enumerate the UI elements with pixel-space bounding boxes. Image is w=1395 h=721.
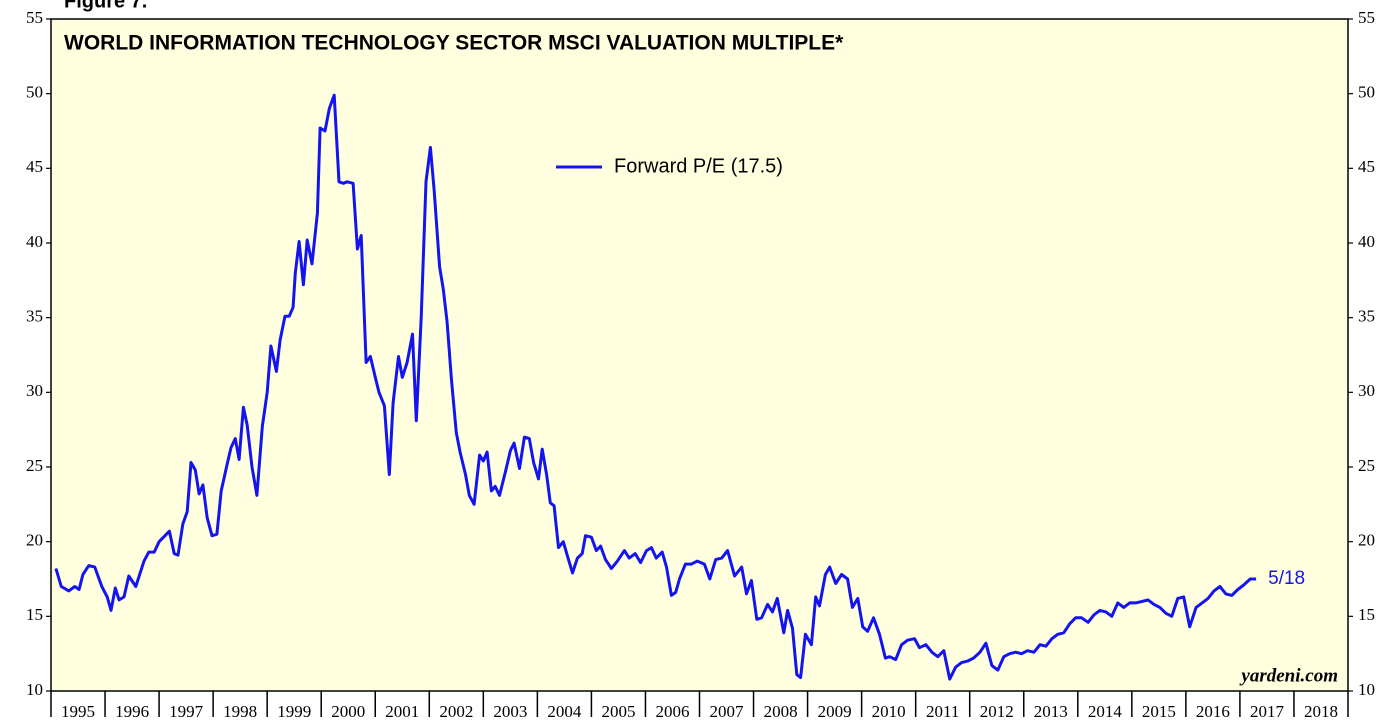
- plot-area: [50, 18, 1349, 692]
- y-tick-label: 15: [26, 605, 43, 624]
- x-tick-label: 1998: [223, 702, 257, 721]
- figure-label: Figure 7.: [64, 0, 147, 12]
- y2-tick-label: 50: [1358, 83, 1375, 102]
- x-tick-label: 2009: [818, 702, 852, 721]
- x-tick-label: 2015: [1142, 702, 1176, 721]
- y2-tick-label: 55: [1358, 8, 1375, 27]
- source: yardeni.com: [1239, 665, 1338, 686]
- x-tick-label: 1997: [169, 702, 204, 721]
- x-tick-label: 2001: [385, 702, 419, 721]
- x-tick-label: 2012: [980, 702, 1014, 721]
- end-label: 5/18: [1268, 568, 1305, 589]
- y-tick-label: 40: [26, 232, 43, 251]
- y2-tick-label: 15: [1358, 605, 1375, 624]
- x-tick-label: 2008: [764, 702, 798, 721]
- y-tick-label: 30: [26, 381, 43, 400]
- x-tick-label: 2003: [493, 702, 527, 721]
- x-tick-label: 2018: [1304, 702, 1338, 721]
- y2-tick-label: 20: [1358, 531, 1375, 550]
- y2-tick-label: 30: [1358, 381, 1375, 400]
- y2-tick-label: 10: [1358, 680, 1375, 699]
- x-tick-label: 2002: [439, 702, 473, 721]
- line-series: [54, 93, 1257, 681]
- y-tick-label: 10: [26, 680, 43, 699]
- x-tick-label: 2017: [1250, 702, 1285, 721]
- x-tick-label: 2013: [1034, 702, 1068, 721]
- x-tick-label: 2000: [331, 702, 365, 721]
- x-tick-label: 2010: [872, 702, 906, 721]
- y-tick-label: 50: [26, 83, 43, 102]
- x-tick-label: 1995: [61, 702, 95, 721]
- x-tick-label: 2006: [655, 702, 689, 721]
- y2-tick-label: 25: [1358, 456, 1375, 475]
- x-tick-label: 1996: [115, 702, 149, 721]
- y-tick-label: 35: [26, 307, 43, 326]
- y2-tick-label: 40: [1358, 232, 1375, 251]
- y-tick-label: 55: [26, 8, 43, 27]
- x-tick-label: 1999: [277, 702, 311, 721]
- x-tick-label: 2007: [710, 702, 745, 721]
- legend-label: Forward P/E (17.5): [614, 155, 783, 177]
- x-tick-label: 2005: [601, 702, 635, 721]
- x-tick-label: 2011: [926, 702, 959, 721]
- x-tick-label: 2004: [547, 702, 582, 721]
- y2-tick-label: 45: [1358, 157, 1375, 176]
- chart-title: WORLD INFORMATION TECHNOLOGY SECTOR MSCI…: [64, 32, 844, 55]
- y-tick-label: 25: [26, 456, 43, 475]
- x-tick-label: 2014: [1088, 702, 1123, 721]
- y-tick-label: 45: [26, 157, 43, 176]
- y-tick-label: 20: [26, 531, 43, 550]
- y2-tick-label: 35: [1358, 307, 1375, 326]
- x-tick-label: 2016: [1196, 702, 1230, 721]
